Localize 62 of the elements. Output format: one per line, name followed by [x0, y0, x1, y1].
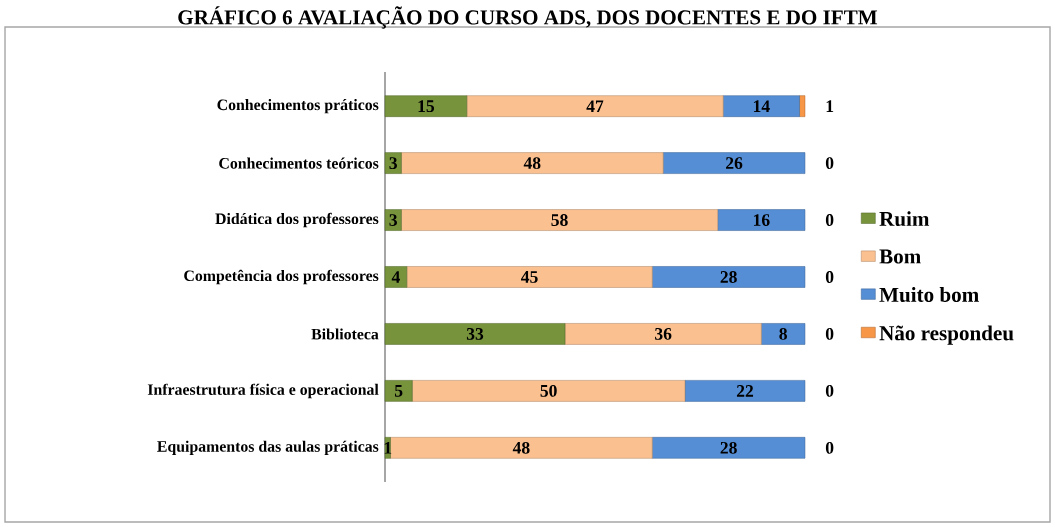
bar: [384, 209, 402, 231]
bar: [384, 380, 413, 402]
bar: [401, 209, 718, 231]
data-label: 50: [540, 384, 557, 397]
bar: [651, 266, 806, 288]
y-tick-label: Didática dos professores: [215, 212, 379, 228]
bar: [384, 152, 402, 174]
bar: [406, 266, 653, 288]
data-label: 1: [384, 442, 392, 454]
bar: [384, 95, 468, 117]
bar: [761, 323, 806, 345]
data-label: 3: [389, 157, 397, 170]
y-tick-label: Biblioteca: [311, 328, 379, 340]
data-label: 28: [720, 441, 737, 454]
data-label: 48: [512, 441, 530, 454]
data-label: 1: [826, 100, 834, 112]
data-label: 33: [466, 328, 484, 340]
data-label: 16: [753, 214, 770, 226]
data-label: 26: [726, 157, 743, 170]
data-label: 8: [779, 328, 787, 340]
legend-label: Muito bom: [879, 287, 979, 302]
y-tick-label: Infraestrutura física e operacional: [147, 383, 379, 399]
data-label: 0: [825, 271, 834, 283]
chart-title: GRÁFICO 6 AVALIAÇÃO DO CURSO ADS, DOS DOCENTES E DO IFTM: [178, 6, 878, 29]
data-label: 0: [825, 214, 834, 226]
bar: [384, 266, 408, 288]
data-label: 36: [655, 328, 672, 340]
bar: [722, 95, 800, 117]
bar: [384, 437, 391, 459]
bar: [564, 323, 762, 345]
bar: [390, 437, 653, 459]
data-label: 58: [551, 214, 568, 226]
data-label: 0: [825, 157, 834, 170]
data-label: 0: [825, 441, 834, 454]
data-label: 14: [753, 100, 770, 112]
bar: [466, 95, 724, 117]
bar: [717, 209, 806, 231]
bar: [799, 95, 806, 117]
data-label: 28: [720, 271, 737, 283]
data-label: 4: [391, 271, 400, 283]
data-label: 0: [825, 328, 834, 340]
bar: [662, 152, 806, 174]
data-label: 47: [586, 100, 604, 112]
y-tick-label: Equipamentos das aulas práticas: [157, 440, 379, 455]
data-label: 3: [389, 214, 397, 226]
data-label: 5: [394, 385, 403, 397]
bar: [684, 380, 806, 402]
data-label: 48: [523, 157, 541, 170]
bar: [412, 380, 686, 402]
y-tick-label: Conhecimentos práticos: [217, 98, 379, 114]
data-label: 22: [736, 385, 754, 397]
data-label: 45: [521, 271, 538, 283]
bar: [384, 323, 566, 345]
bar: [651, 437, 806, 459]
y-tick-label: Conhecimentos teóricos: [219, 157, 379, 169]
legend-label: Não respondeu: [879, 325, 1014, 345]
legend-label: Ruim: [879, 211, 930, 227]
data-label: 15: [418, 100, 435, 113]
data-label: 0: [825, 384, 834, 397]
bar: [401, 152, 664, 174]
y-tick-label: Competência dos professores: [184, 269, 379, 285]
legend-label: Bom: [879, 249, 921, 264]
